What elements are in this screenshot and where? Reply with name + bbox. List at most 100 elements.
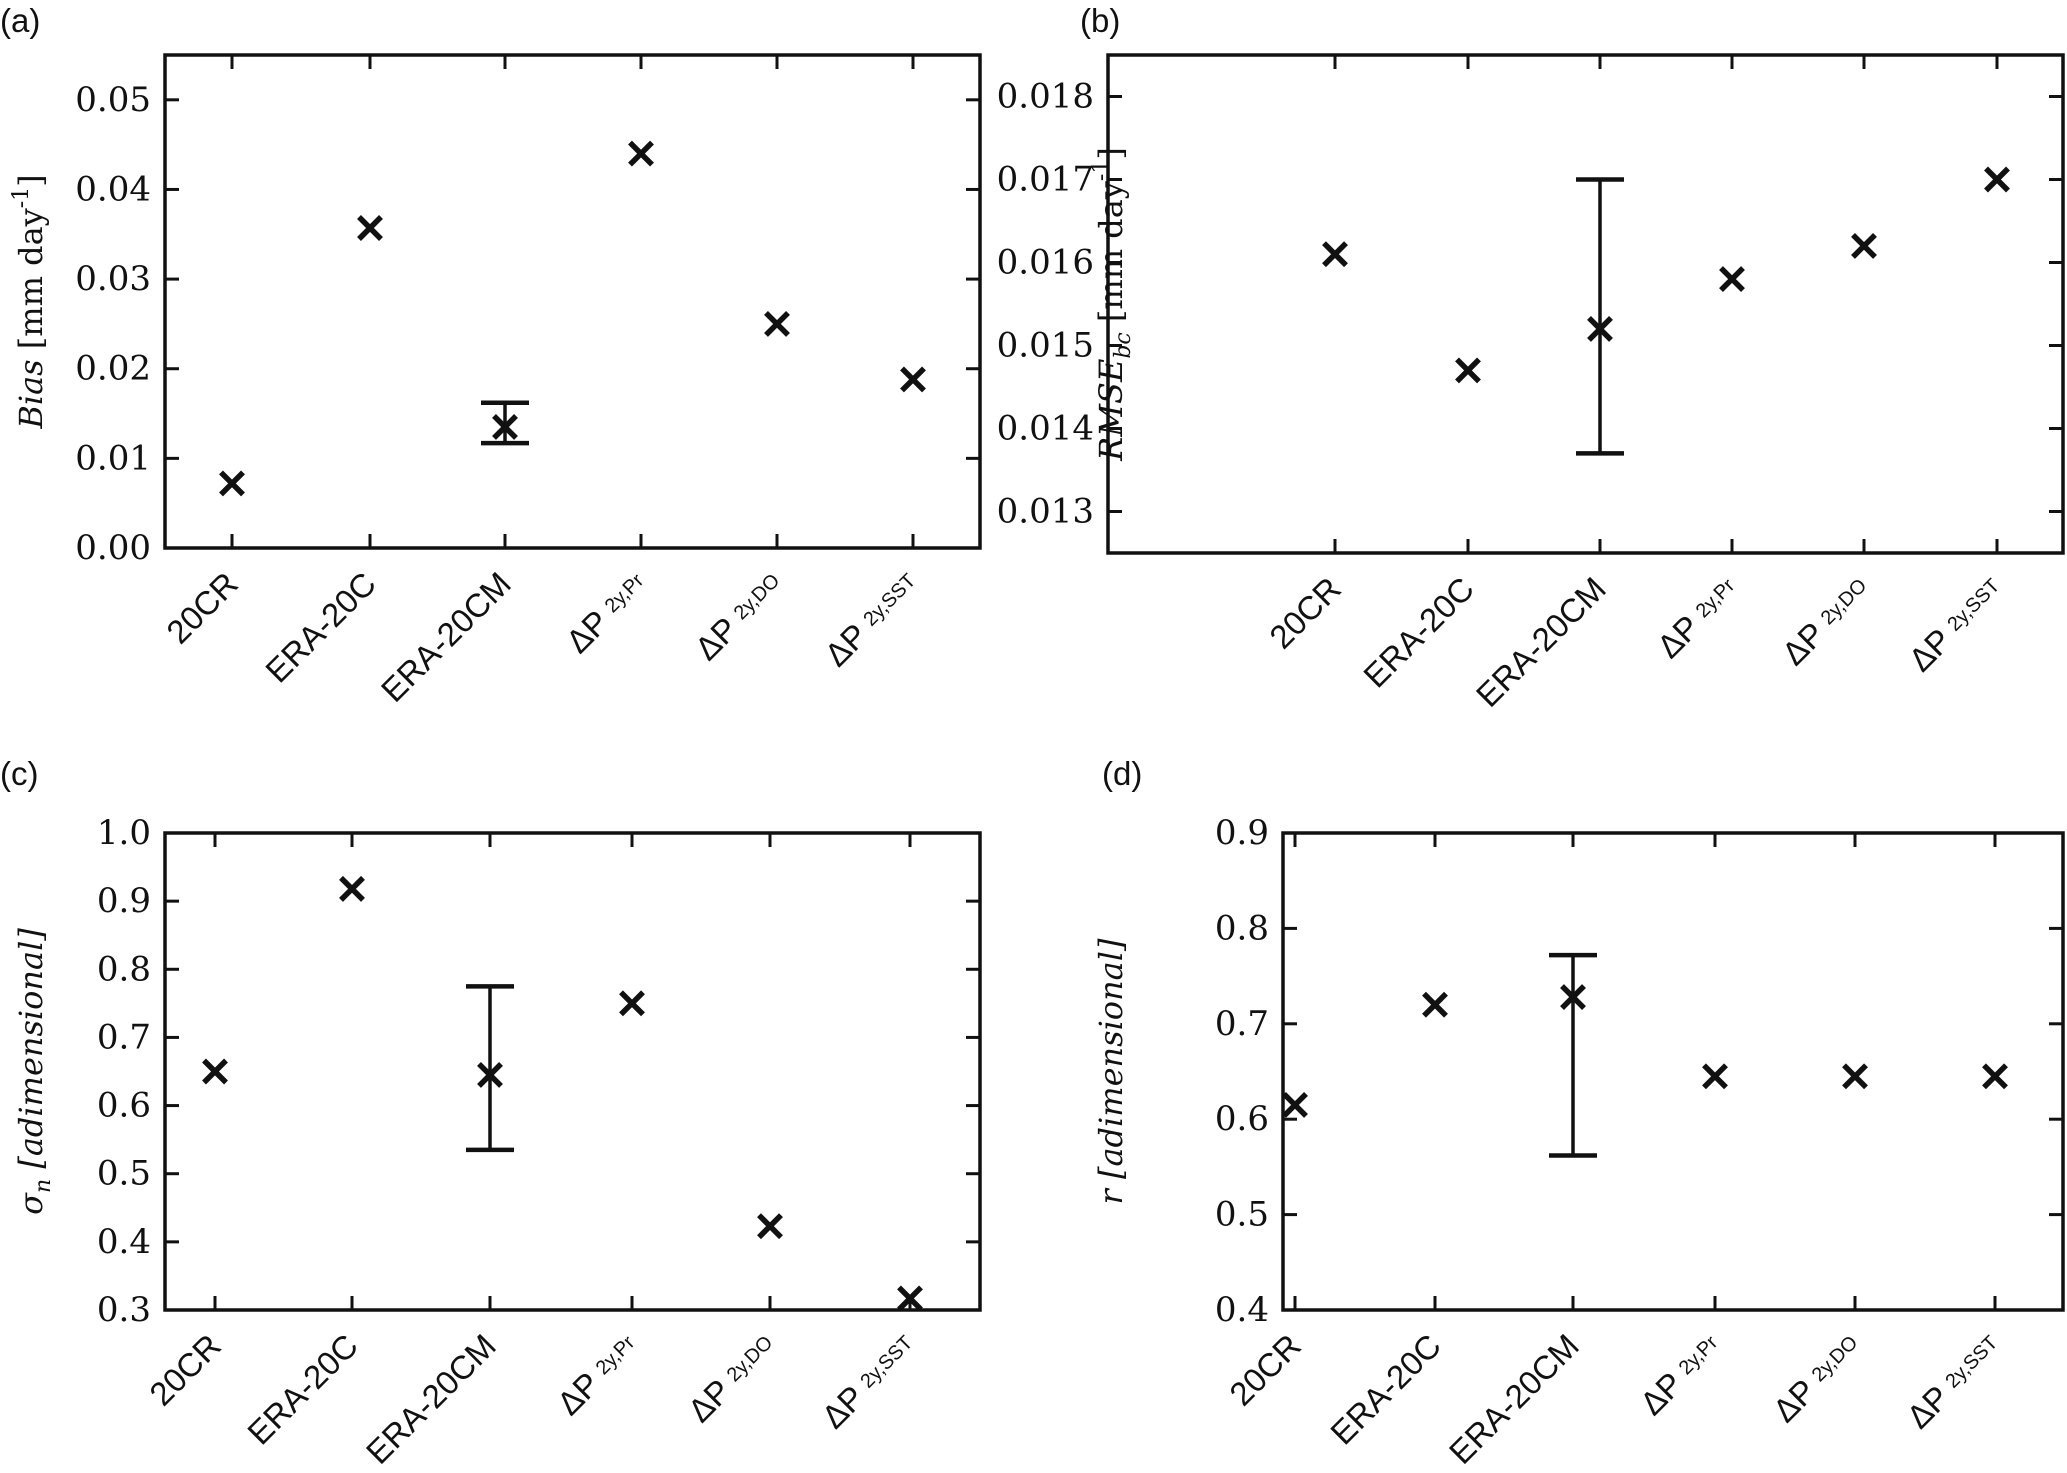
y-tick-label: 0.03 [75, 259, 151, 299]
data-point-stroke [1282, 1091, 1308, 1118]
data-point [900, 366, 926, 393]
data-point-stroke [339, 875, 365, 902]
x-tick-label: 20CR [1262, 570, 1348, 656]
y-tick-label: 1.0 [97, 813, 151, 853]
error-bar [466, 984, 514, 1153]
data-point-stroke [219, 470, 245, 497]
y-tick-label: 0.00 [75, 528, 151, 568]
data-point [202, 1058, 228, 1085]
y-tick-label: 0.4 [1215, 1290, 1269, 1330]
panel-label: (b) [1080, 2, 1120, 39]
x-tick-label: ΔP 2y,DO [681, 1327, 783, 1429]
plot-frame [163, 831, 982, 1312]
data-point-stroke [1455, 357, 1481, 384]
x-tick-label: ΔP 2y,Pr [559, 565, 655, 661]
data-point-stroke [619, 990, 645, 1017]
x-tick-label: ERA-20C [1356, 570, 1481, 695]
x-tick-label: ERA-20C [240, 1327, 365, 1452]
data-point-stroke [628, 140, 654, 167]
x-tick-label: ΔP 2y,DO [688, 565, 790, 667]
y-tick-label: 0.4 [97, 1222, 151, 1262]
data-point [1587, 315, 1613, 342]
chart-panel-c: (c) 0.3 0.4 0.5 0.6 0.7 0.8 0.9 1.0 σn [adimensio… [0, 755, 982, 1471]
data-point-stroke [202, 1058, 228, 1085]
y-tick-label: 0.017 [997, 160, 1094, 200]
y-tick-label: 0.013 [997, 492, 1094, 532]
x-tick-label: 20CR [159, 565, 245, 651]
y-axis-label: RMSEbc [mm day-1] [1089, 147, 1136, 462]
data-point-stroke [1322, 241, 1348, 268]
panel-label: (d) [1102, 755, 1142, 792]
data-point [897, 1285, 923, 1312]
x-tick-label: ΔP 2y,Pr [550, 1327, 646, 1423]
data-point [492, 414, 518, 440]
y-tick-label: 0.018 [997, 77, 1094, 117]
data-point-stroke [1842, 1063, 1868, 1090]
y-tick-label: 0.7 [97, 1017, 151, 1057]
y-tick-label: 0.6 [97, 1086, 151, 1126]
error-bar [1549, 952, 1597, 1158]
y-tick-label: 0.016 [997, 243, 1094, 283]
y-axis-label: r [adimensional] [1092, 938, 1130, 1204]
data-point [628, 140, 654, 167]
data-point [1702, 1063, 1728, 1090]
x-tick-label: 20CR [1222, 1327, 1308, 1413]
x-tick-label: ERA-20CM [374, 565, 518, 709]
y-tick-label: 0.5 [1215, 1195, 1269, 1235]
data-point-stroke [1422, 991, 1448, 1018]
y-tick-label: 0.05 [75, 80, 151, 120]
data-point [357, 215, 383, 241]
plot-frame [1281, 831, 2065, 1312]
error-bar [481, 400, 529, 446]
data-point [477, 1061, 503, 1088]
data-point [1842, 1063, 1868, 1090]
data-point [1984, 166, 2010, 193]
data-point [1322, 241, 1348, 268]
chart-panel-a: (a) 0.00 0.01 0.02 0.03 0.04 0.05 Bias [mm day-… [0, 2, 982, 709]
y-tick-label: 0.7 [1215, 1004, 1269, 1044]
data-point [1719, 266, 1745, 293]
data-point-stroke [492, 414, 518, 440]
x-tick-label: ΔP 2y,DO [1775, 570, 1877, 672]
x-tick-label: ERA-20CM [1442, 1327, 1586, 1471]
data-point [1422, 991, 1448, 1018]
data-point-stroke [357, 215, 383, 241]
data-point [764, 310, 790, 337]
data-point-stroke [900, 366, 926, 393]
x-tick-label: ΔP 2y,Pr [1633, 1327, 1729, 1423]
x-tick-label: ΔP 2y,SST [1899, 1327, 2008, 1436]
data-point-stroke [1560, 984, 1586, 1011]
y-tick-label: 0.014 [997, 409, 1094, 449]
data-point [1560, 984, 1586, 1011]
y-tick-label: 0.9 [1215, 813, 1269, 853]
x-tick-label: 20CR [142, 1327, 228, 1413]
y-tick-label: 0.5 [97, 1154, 151, 1194]
panel-label: (c) [0, 755, 38, 792]
data-point-stroke [897, 1285, 923, 1312]
x-tick-label: ΔP 2y,SST [814, 1327, 923, 1436]
chart-panel-d: (d) 0.4 0.5 0.6 0.7 0.8 0.9 r [adimensional] 20C… [1092, 755, 2065, 1471]
x-tick-label: ΔP 2y,DO [1766, 1327, 1868, 1429]
error-bar [1576, 177, 1624, 456]
data-point [1982, 1063, 2008, 1090]
data-point-stroke [757, 1213, 783, 1240]
data-point [757, 1213, 783, 1240]
x-tick-label: ERA-20C [1323, 1327, 1448, 1452]
data-point-stroke [1587, 315, 1613, 342]
y-tick-label: 0.015 [997, 326, 1094, 366]
data-point [619, 990, 645, 1017]
y-tick-label: 0.3 [97, 1290, 151, 1330]
data-point-stroke [1719, 266, 1745, 293]
data-point [1851, 232, 1877, 259]
data-point-stroke [1982, 1063, 2008, 1090]
data-point-stroke [477, 1061, 503, 1088]
data-point-stroke [1702, 1063, 1728, 1090]
x-tick-label: ERA-20CM [1469, 570, 1613, 714]
data-point-stroke [1984, 166, 2010, 193]
y-tick-label: 0.04 [75, 169, 151, 209]
x-tick-label: ERA-20C [258, 565, 383, 690]
y-tick-label: 0.8 [1215, 908, 1269, 948]
x-tick-label: ΔP 2y,SST [1901, 570, 2010, 679]
x-tick-label: ΔP 2y,SST [817, 565, 926, 674]
